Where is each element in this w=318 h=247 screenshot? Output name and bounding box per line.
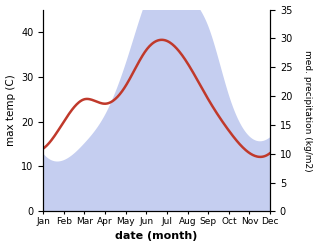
- Y-axis label: max temp (C): max temp (C): [5, 75, 16, 146]
- Y-axis label: med. precipitation (kg/m2): med. precipitation (kg/m2): [303, 50, 313, 171]
- X-axis label: date (month): date (month): [115, 231, 198, 242]
